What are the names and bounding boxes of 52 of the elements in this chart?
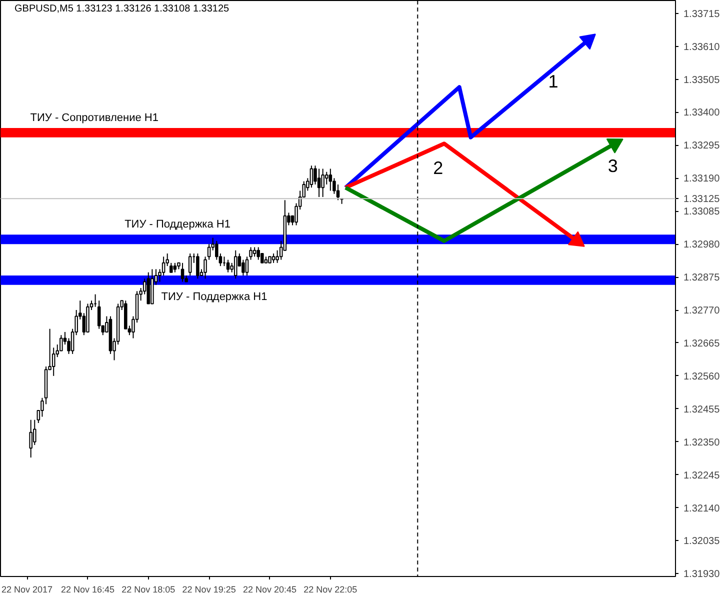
series-label: 2: [433, 158, 444, 178]
x-tick-label: 22 Nov 16:45: [60, 584, 114, 594]
x-tick-label: 22 Nov 19:25: [182, 584, 236, 594]
y-tick-label: 1.33295: [684, 140, 720, 152]
y-tick-label: 1.33610: [684, 42, 720, 53]
candlestick: [234, 250, 238, 280]
candlestick: [252, 246, 256, 258]
candlestick: [226, 259, 230, 273]
candlestick: [310, 165, 314, 188]
y-tick-label: 1.32875: [684, 272, 720, 284]
y-tick-label: 1.32665: [684, 338, 720, 350]
candlestick: [321, 168, 324, 198]
x-tick-label: 22 Nov 22:05: [304, 584, 358, 594]
candlestick: [324, 171, 328, 185]
y-tick-label: 1.32140: [684, 503, 720, 514]
y-tick-label: 1.33190: [684, 174, 720, 185]
candlestick: [272, 253, 276, 264]
band-label: ТИУ - Сопротивление H1: [30, 112, 158, 124]
x-tick-label: 22 Nov 20:45: [242, 584, 297, 594]
y-tick-label: 1.32455: [684, 404, 720, 416]
y-tick-label: 1.32980: [684, 240, 720, 251]
band-label: ТИУ - Поддержка H1: [124, 218, 230, 231]
candlestick: [242, 259, 245, 276]
ref-line-label: 1.33125: [684, 194, 720, 206]
y-tick-label: 1.32245: [684, 470, 720, 482]
candlestick: [188, 253, 192, 276]
y-tick-label: 1.32770: [684, 306, 720, 316]
x-tick-label: 22 Nov 18:05: [122, 584, 176, 594]
y-tick-label: 1.31930: [684, 569, 720, 580]
candlestick: [249, 246, 252, 260]
x-tick-label: 22 Nov 2017: [2, 584, 53, 594]
y-tick-label: 1.33505: [684, 74, 720, 86]
series-label: 3: [608, 156, 618, 176]
candlestick: [328, 168, 332, 192]
candlestick: [256, 246, 260, 260]
series-label: 1: [548, 72, 558, 92]
y-tick-label: 1.32350: [684, 437, 720, 448]
candlestick: [180, 262, 184, 282]
y-tick-label: 1.32560: [684, 371, 720, 382]
y-tick-label: 1.32035: [684, 536, 720, 548]
y-tick-label: 1.33085: [684, 206, 720, 218]
candlestick: [245, 256, 249, 276]
chart-title: GBPUSD,M5 1.33123 1.33126 1.33108 1.33125: [14, 4, 230, 14]
candlestick: [317, 168, 321, 198]
candlestick: [29, 419, 32, 458]
candlestick: [196, 253, 200, 280]
candlestick: [336, 184, 340, 201]
y-tick-label: 1.33400: [684, 108, 720, 119]
y-tick-label: 1.33715: [684, 8, 720, 20]
candlestick: [173, 262, 177, 273]
candlestick: [170, 262, 173, 273]
band-label: ТИУ - Поддержка H1: [161, 290, 268, 303]
